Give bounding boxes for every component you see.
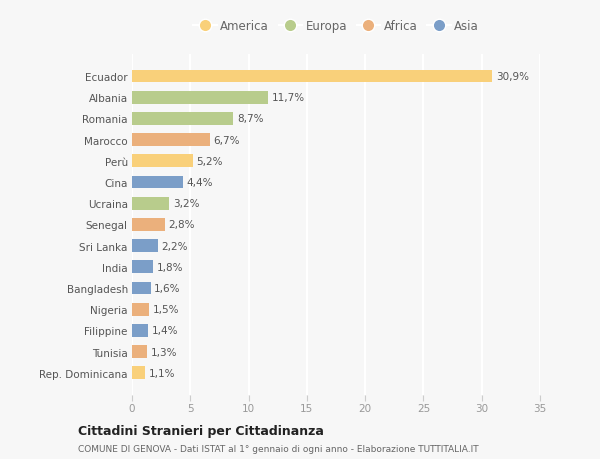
Bar xyxy=(132,71,492,83)
Text: 6,7%: 6,7% xyxy=(214,135,240,146)
Bar xyxy=(132,155,193,168)
Bar xyxy=(132,346,147,358)
Text: 4,4%: 4,4% xyxy=(187,178,213,188)
Text: 5,2%: 5,2% xyxy=(196,157,223,167)
Text: 1,8%: 1,8% xyxy=(157,262,183,272)
Bar xyxy=(132,367,145,379)
Bar xyxy=(132,197,169,210)
Bar xyxy=(132,134,210,147)
Bar xyxy=(132,325,148,337)
Text: 2,8%: 2,8% xyxy=(168,220,194,230)
Text: 11,7%: 11,7% xyxy=(272,93,305,103)
Bar xyxy=(132,92,268,104)
Text: COMUNE DI GENOVA - Dati ISTAT al 1° gennaio di ogni anno - Elaborazione TUTTITAL: COMUNE DI GENOVA - Dati ISTAT al 1° genn… xyxy=(78,444,479,453)
Text: 1,5%: 1,5% xyxy=(153,304,179,314)
Text: 1,6%: 1,6% xyxy=(154,283,181,293)
Text: 1,1%: 1,1% xyxy=(148,368,175,378)
Bar xyxy=(132,218,164,231)
Bar xyxy=(132,176,183,189)
Text: 8,7%: 8,7% xyxy=(237,114,263,124)
Bar xyxy=(132,303,149,316)
Bar xyxy=(132,113,233,125)
Bar xyxy=(132,282,151,295)
Bar xyxy=(132,261,153,274)
Text: Cittadini Stranieri per Cittadinanza: Cittadini Stranieri per Cittadinanza xyxy=(78,424,324,437)
Text: 1,4%: 1,4% xyxy=(152,326,178,336)
Text: 1,3%: 1,3% xyxy=(151,347,177,357)
Text: 30,9%: 30,9% xyxy=(496,72,529,82)
Text: 2,2%: 2,2% xyxy=(161,241,188,251)
Legend: America, Europa, Africa, Asia: America, Europa, Africa, Asia xyxy=(193,20,479,33)
Text: 3,2%: 3,2% xyxy=(173,199,199,209)
Bar xyxy=(132,240,158,252)
